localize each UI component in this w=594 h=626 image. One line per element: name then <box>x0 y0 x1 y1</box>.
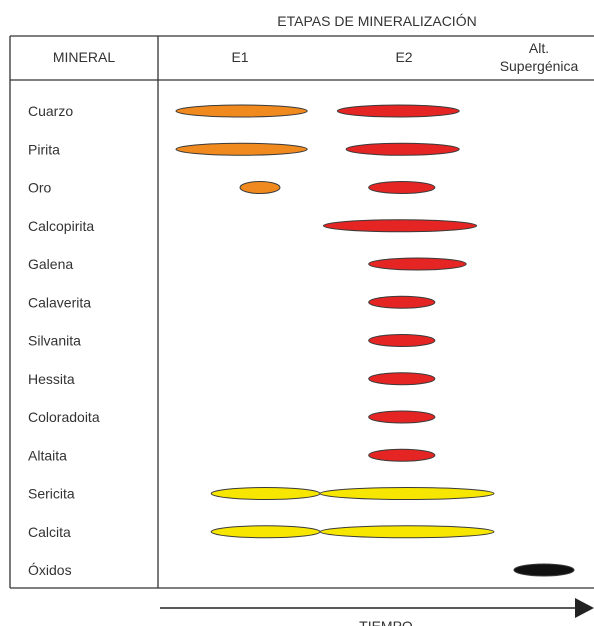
header-stage-e2: E2 <box>395 49 412 65</box>
timeline: TIEMPO <box>160 598 594 626</box>
bar-cuarzo-e1 <box>175 104 308 118</box>
time-arrow-head <box>575 598 594 618</box>
bar-silvanita-e2 <box>368 334 436 347</box>
bar-coloradoita-e2 <box>368 410 436 424</box>
header-stage-e1: E1 <box>231 49 248 65</box>
bar-galena-e2 <box>368 257 467 271</box>
mineral-label-coloradoita: Coloradoita <box>28 409 100 425</box>
table-frame <box>9 35 594 589</box>
header-mineral: MINERAL <box>53 49 115 65</box>
mineral-label-galena: Galena <box>28 256 73 272</box>
mineral-label-oro: Oro <box>28 180 52 196</box>
bar-calcita-e2 <box>319 525 495 539</box>
mineral-labels: Cuarzo Pirita Oro Calcopirita Galena Calaveri… <box>28 103 100 578</box>
mineral-label-hessita: Hessita <box>28 371 75 387</box>
mineral-label-oxidos: Óxidos <box>28 562 72 578</box>
mineral-label-calcopirita: Calcopirita <box>28 218 94 234</box>
time-axis-label: TIEMPO <box>359 618 413 626</box>
mineral-label-cuarzo: Cuarzo <box>28 103 73 119</box>
bar-pirita-e1 <box>175 142 308 156</box>
bar-pirita-e2 <box>345 142 460 156</box>
bar-altaita-e2 <box>368 448 436 462</box>
header-supergene-line2: Supergénica <box>500 58 579 74</box>
bar-oro-e2 <box>368 181 436 194</box>
bar-calaverita-e2 <box>368 295 436 309</box>
diagram-title: ETAPAS DE MINERALIZACIÓN <box>277 13 476 29</box>
bar-cuarzo-e2 <box>336 104 460 118</box>
bar-sericita-e1 <box>210 487 321 500</box>
header-supergene-line1: Alt. <box>529 40 549 56</box>
bar-calcita-e1 <box>210 525 321 539</box>
mineral-label-altaita: Altaita <box>28 447 67 463</box>
mineral-label-calaverita: Calaverita <box>28 294 91 310</box>
bar-oro-e1 <box>239 181 281 194</box>
mineral-label-silvanita: Silvanita <box>28 333 81 349</box>
bar-hessita-e2 <box>368 372 436 386</box>
bar-oxidos-alt-superg-nica <box>513 563 575 577</box>
mineral-label-pirita: Pirita <box>28 141 60 157</box>
bar-calcopirita-e2 <box>322 219 478 233</box>
mineral-label-calcita: Calcita <box>28 524 71 540</box>
stage-bars <box>175 104 575 577</box>
column-headers: MINERAL E1 E2 Alt. Supergénica <box>53 40 579 74</box>
bar-sericita-e2 <box>319 487 495 500</box>
mineral-label-sericita: Sericita <box>28 486 75 502</box>
